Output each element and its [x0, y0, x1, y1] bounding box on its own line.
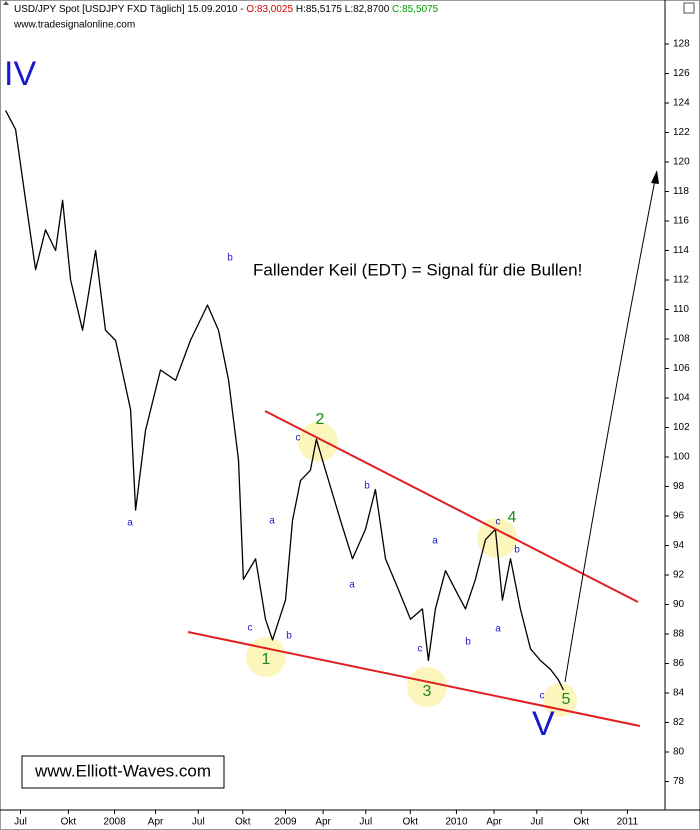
y-tick-label: 104	[673, 393, 690, 404]
window-button[interactable]	[683, 2, 695, 14]
wave-label: b	[514, 545, 520, 556]
wave-label: a	[349, 580, 355, 591]
y-tick-label: 106	[673, 363, 690, 374]
y-tick-label: 126	[673, 68, 690, 79]
header-part: USD/JPY Spot [USDJPY FXD Täglich] 15.09.…	[14, 4, 246, 15]
y-tick-label: 116	[673, 216, 689, 227]
x-tick-label: 2011	[617, 817, 639, 828]
wave-label: 4	[508, 509, 517, 526]
trend-lines	[187, 170, 659, 727]
wave-label: c	[248, 623, 253, 634]
x-tick-label: Jul	[530, 817, 543, 828]
watermark-box	[21, 755, 225, 789]
y-tick-label: 88	[673, 629, 685, 640]
y-tick-label: 98	[673, 481, 685, 492]
y-tick-label: 122	[673, 127, 690, 138]
x-tick-label: Okt	[235, 817, 251, 828]
y-tick-label: 120	[673, 157, 690, 168]
y-tick-label: 110	[673, 304, 689, 315]
x-tick-label: 2008	[103, 817, 126, 828]
wave-label: 3	[423, 683, 432, 700]
y-tick-label: 90	[673, 599, 685, 610]
x-tick-label: Okt	[403, 817, 419, 828]
x-tick-label: 2010	[445, 817, 468, 828]
wave-label: a	[127, 518, 133, 529]
wave-label: c	[418, 644, 423, 655]
header-part: C:85,5075	[392, 4, 439, 15]
y-tick-label: 128	[673, 39, 690, 50]
y-tick-label: 86	[673, 658, 685, 669]
wave-label: 2	[316, 411, 325, 428]
x-tick-label: Apr	[148, 817, 164, 828]
y-tick-label: 80	[673, 747, 685, 758]
wave-label: b	[364, 481, 370, 492]
x-tick-label: Okt	[573, 817, 589, 828]
wave-label: c	[296, 433, 301, 444]
wave-label: a	[432, 536, 438, 547]
y-tick-label: 92	[673, 570, 685, 581]
wave-label: b	[465, 637, 471, 648]
y-tick-label: 124	[673, 98, 690, 109]
wave-label: 5	[562, 691, 571, 708]
plot	[5, 110, 565, 691]
x-tick-label: Apr	[315, 817, 331, 828]
highlight	[407, 667, 447, 707]
header-part: O:83,0025	[246, 4, 293, 15]
x-tick-label: Okt	[61, 817, 77, 828]
x-tick-label: Jul	[14, 817, 27, 828]
chart-header: USD/JPY Spot [USDJPY FXD Täglich] 15.09.…	[14, 4, 439, 15]
wave-label: c	[540, 691, 545, 702]
y-tick-label: 102	[673, 422, 690, 433]
y-tick-label: 84	[673, 688, 685, 699]
header-part: H:85,5175 L:82,8700	[293, 4, 392, 15]
wave-label: a	[269, 516, 275, 527]
arrow-head	[651, 170, 659, 184]
wave-label: a	[495, 624, 501, 635]
y-tick-label: 114	[673, 245, 689, 256]
projection-arrow	[564, 179, 656, 683]
wave-label: b	[286, 631, 292, 642]
wave-label: 1	[262, 651, 271, 668]
y-tick-label: 96	[673, 511, 685, 522]
price-line	[5, 110, 565, 691]
annotation: Fallender Keil (EDT) = Signal für die Bu…	[253, 260, 582, 279]
x-tick-label: Jul	[192, 817, 205, 828]
lower-trend-line	[187, 631, 641, 727]
chart-subtitle: www.tradesignalonline.com	[13, 20, 135, 31]
y-tick-label: 112	[673, 275, 689, 286]
wave-label: V	[532, 705, 555, 743]
y-tick-label: 118	[673, 186, 689, 197]
header-icon	[3, 1, 9, 5]
y-tick-label: 100	[673, 452, 690, 463]
x-tick-label: 2009	[274, 817, 297, 828]
x-tick-label: Apr	[486, 817, 502, 828]
wave-label: IV	[4, 55, 36, 93]
watermark: www.Elliott-Waves.com	[34, 761, 211, 780]
x-tick-label: Jul	[359, 817, 372, 828]
upper-trend-line	[264, 410, 639, 603]
wave-label: c	[496, 517, 501, 528]
y-tick-label: 94	[673, 540, 685, 551]
highlight	[477, 518, 517, 558]
y-tick-label: 82	[673, 717, 685, 728]
wave-label: b	[227, 253, 233, 264]
y-tick-label: 108	[673, 334, 690, 345]
y-tick-label: 78	[673, 776, 685, 787]
